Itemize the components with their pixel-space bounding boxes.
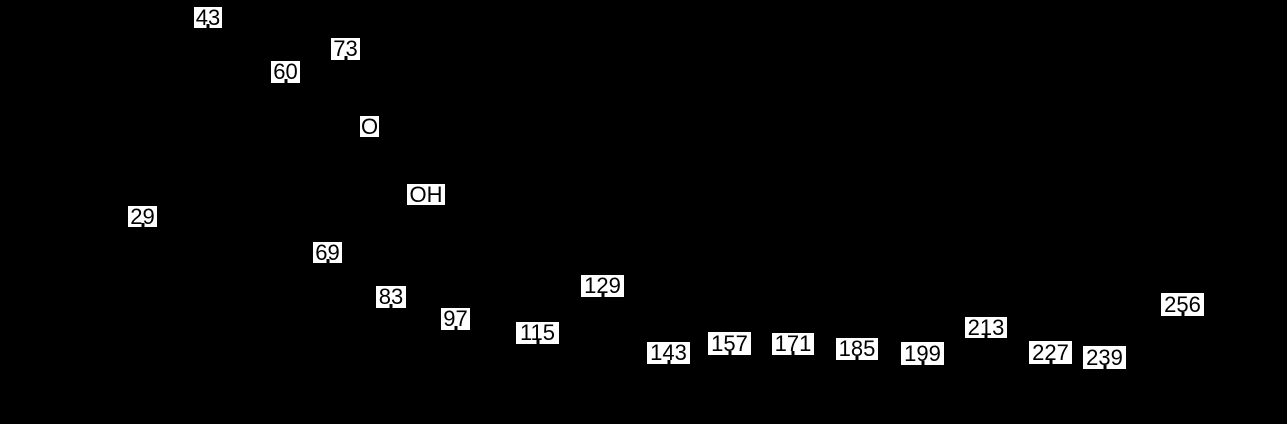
peak-label-43: 43: [194, 4, 222, 30]
peak-top-tick: [791, 351, 795, 355]
atom-label-OH: OH: [407, 183, 445, 205]
peak-top-tick: [921, 361, 924, 365]
peak-top-tick: [1049, 360, 1052, 364]
peak-top-tick: [855, 356, 859, 360]
peak-top-tick: [206, 24, 210, 28]
peak-label-256: 256: [1161, 293, 1204, 316]
peak-top-tick: [454, 326, 457, 330]
peak-top-tick: [601, 293, 604, 297]
peak-label-129: 129: [581, 275, 624, 297]
peak-label-115: 115: [516, 322, 559, 344]
peak-label-227: 227: [1029, 341, 1072, 364]
peak-label-97: 97: [441, 308, 470, 330]
atom-label-O: O: [360, 113, 379, 139]
peak-top-tick: [284, 79, 287, 83]
peak-top-tick: [984, 334, 988, 338]
peak-top-tick: [1103, 365, 1106, 369]
peak-label-29: 29: [128, 205, 157, 227]
peak-label-143: 143: [647, 342, 690, 364]
peak-top-tick: [728, 351, 731, 355]
peak-label-157: 157: [708, 332, 751, 355]
peak-label-73: 73: [331, 38, 360, 60]
peak-top-tick: [536, 340, 539, 344]
peak-label-213: 213: [965, 316, 1007, 338]
peak-top-tick: [326, 259, 329, 263]
peak-label-83: 83: [376, 286, 406, 308]
peak-label-239: 239: [1083, 346, 1126, 369]
peak-label-199: 199: [901, 342, 944, 365]
peak-top-tick: [667, 360, 670, 364]
peak-label-60: 60: [271, 61, 300, 83]
peak-label-171: 171: [772, 333, 814, 355]
peak-top-tick: [1181, 312, 1184, 316]
peak-label-185: 185: [836, 338, 878, 360]
peak-top-tick: [344, 56, 347, 60]
peak-top-tick: [389, 304, 393, 308]
peak-top-tick: [141, 223, 144, 227]
peak-label-69: 69: [313, 241, 342, 263]
